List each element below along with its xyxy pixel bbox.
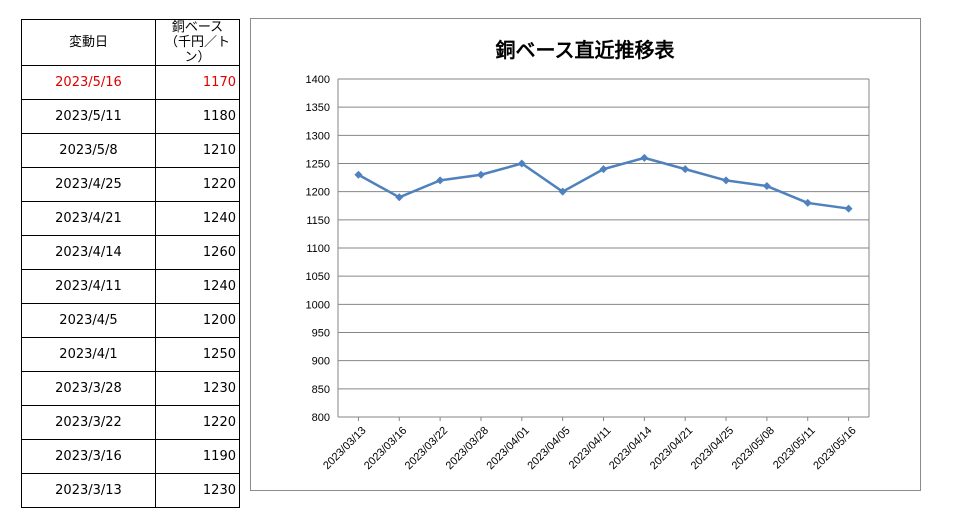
y-tick-label: 850 xyxy=(312,384,330,396)
data-point xyxy=(640,153,649,162)
row-date: 2023/4/1 xyxy=(21,337,156,372)
data-point xyxy=(517,159,526,168)
row-date: 2023/3/16 xyxy=(21,439,156,474)
table-row: 2023/3/22 1220 xyxy=(21,405,240,440)
data-point xyxy=(762,182,771,191)
row-price: 1230 xyxy=(155,371,240,406)
data-point xyxy=(436,176,445,185)
y-tick-label: 800 xyxy=(312,412,330,424)
y-tick-label: 1300 xyxy=(306,130,330,142)
table-header-row: 変動日 銅ベース （千円／トン） xyxy=(21,19,240,66)
x-tick-label: 2023/04/25 xyxy=(689,425,736,472)
line-chart: 銅ベース直近推移表 800 850 900 950 1000 1050 1100 1150 12… xyxy=(306,38,870,472)
header-price-line2: （千円／トン） xyxy=(164,35,230,65)
price-table: 変動日 銅ベース （千円／トン） 2023/5/16 1170 2023/5/11 1… xyxy=(21,19,240,508)
table-row: 2023/5/16 1170 xyxy=(21,65,240,100)
row-price: 1200 xyxy=(155,303,240,338)
data-point xyxy=(558,187,567,196)
table-row: 2023/3/16 1190 xyxy=(21,439,240,474)
row-price: 1230 xyxy=(155,473,240,508)
header-price-line1: 銅ベース xyxy=(171,20,224,35)
row-date: 2023/4/14 xyxy=(21,235,156,270)
row-price: 1220 xyxy=(155,405,240,440)
data-point xyxy=(599,165,608,174)
y-tick-label: 1050 xyxy=(306,271,330,283)
price-table-body: 変動日 銅ベース （千円／トン） 2023/5/16 1170 2023/5/11 1… xyxy=(21,19,240,508)
grid-layer xyxy=(337,78,870,418)
data-point xyxy=(476,170,485,179)
x-tick-label: 2023/03/16 xyxy=(362,425,409,472)
y-tick-label: 1400 xyxy=(306,74,330,86)
row-date: 2023/4/25 xyxy=(21,167,156,202)
data-point xyxy=(722,176,731,185)
y-tick-label: 950 xyxy=(312,328,330,340)
y-tick-label: 1200 xyxy=(306,187,330,199)
row-price: 1210 xyxy=(155,133,240,168)
table-row: 2023/5/8 1210 xyxy=(21,133,240,168)
x-tick-label: 2023/04/21 xyxy=(648,425,695,472)
data-point xyxy=(844,204,853,213)
table-row: 2023/4/21 1240 xyxy=(21,201,240,236)
row-price: 1180 xyxy=(155,99,240,134)
data-point xyxy=(395,193,404,202)
row-date: 2023/3/28 xyxy=(21,371,156,406)
x-tick-label: 2023/03/28 xyxy=(444,425,491,472)
row-date: 2023/5/8 xyxy=(21,133,156,168)
x-tick-label: 2023/04/01 xyxy=(485,425,532,472)
y-tick-label: 1150 xyxy=(306,215,330,227)
x-tick-label: 2023/03/22 xyxy=(403,425,450,472)
table-row: 2023/4/1 1250 xyxy=(21,337,240,372)
x-tick-label: 2023/03/13 xyxy=(321,425,368,472)
data-point xyxy=(354,170,363,179)
y-tick-label: 1100 xyxy=(306,243,330,255)
row-date: 2023/4/5 xyxy=(21,303,156,338)
x-tick-label: 2023/04/05 xyxy=(525,425,572,472)
table-row: 2023/4/5 1200 xyxy=(21,303,240,338)
x-tick-label: 2023/05/08 xyxy=(730,425,777,472)
y-tick-label: 1350 xyxy=(306,102,330,114)
y-tick-label: 1000 xyxy=(306,299,330,311)
row-date: 2023/4/11 xyxy=(21,269,156,304)
row-price: 1240 xyxy=(155,201,240,236)
row-date: 2023/3/13 xyxy=(21,473,156,508)
y-tick-label: 1250 xyxy=(306,159,330,171)
table-row: 2023/3/13 1230 xyxy=(21,473,240,508)
row-date: 2023/5/11 xyxy=(21,99,156,134)
x-tick-label: 2023/04/14 xyxy=(607,425,654,472)
row-price: 1170 xyxy=(155,65,240,100)
row-date: 2023/5/16 xyxy=(21,65,156,100)
data-point xyxy=(681,165,690,174)
x-tick-label: 2023/05/16 xyxy=(811,425,858,472)
row-price: 1250 xyxy=(155,337,240,372)
data-point xyxy=(803,198,812,207)
row-date: 2023/4/21 xyxy=(21,201,156,236)
row-price: 1220 xyxy=(155,167,240,202)
chart-title: 銅ベース直近推移表 xyxy=(496,38,676,62)
row-price: 1190 xyxy=(155,439,240,474)
table-row: 2023/4/25 1220 xyxy=(21,167,240,202)
chart-panel: 銅ベース直近推移表 800 850 900 950 1000 1050 1100 1150 12… xyxy=(250,18,921,491)
table-row: 2023/4/11 1240 xyxy=(21,269,240,304)
header-date: 変動日 xyxy=(21,19,156,66)
row-date: 2023/3/22 xyxy=(21,405,156,440)
row-price: 1260 xyxy=(155,235,240,270)
axis-layer: 800 850 900 950 1000 1050 1100 1150 1200 1250 1300… xyxy=(306,74,859,472)
row-price: 1240 xyxy=(155,269,240,304)
series-layer xyxy=(354,153,853,213)
table-row: 2023/3/28 1230 xyxy=(21,371,240,406)
y-tick-label: 900 xyxy=(312,356,330,368)
table-row: 2023/4/14 1260 xyxy=(21,235,240,270)
header-price: 銅ベース （千円／トン） xyxy=(155,19,240,66)
table-row: 2023/5/11 1180 xyxy=(21,99,240,134)
